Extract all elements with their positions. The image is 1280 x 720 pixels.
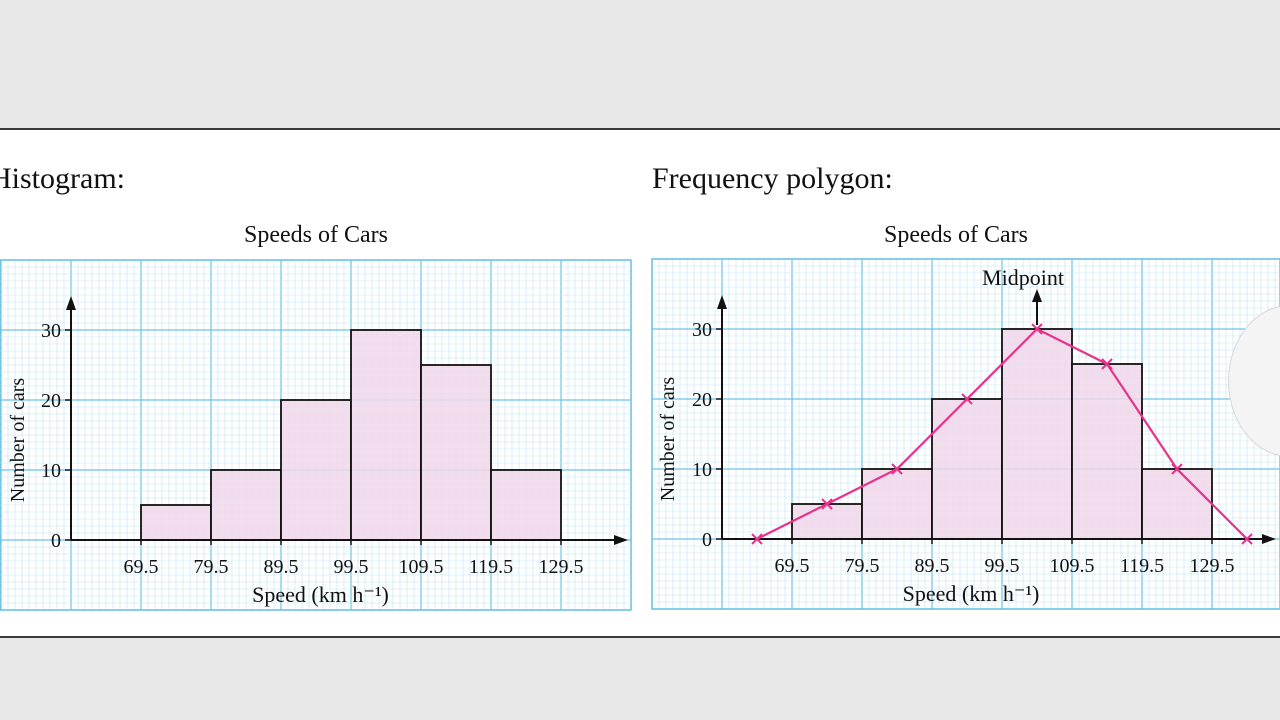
x-tick-label: 129.5 [539,556,584,578]
histogram-bar [490,469,562,541]
x-tick-label: 99.5 [334,556,369,578]
y-tick-label: 10 [692,459,712,481]
x-tick-label: 79.5 [845,555,880,577]
y-tick-label: 0 [51,530,61,552]
y-axis-label: Number of cars [7,378,29,503]
y-tick-label: 20 [41,390,61,412]
polygon-point-marker [1171,463,1183,475]
x-tick-label: 89.5 [264,556,299,578]
y-tick-label: 20 [692,389,712,411]
histogram-bar [1141,468,1213,540]
polygon-point-marker [1101,358,1113,370]
histogram-chart: 0 10 20 30 69.5 79.5 89.5 99.5 109.5 119.5 129.5 Sp… [0,259,632,611]
x-axis-arrow [1262,534,1276,544]
x-tick-label: 119.5 [469,556,513,578]
marker-stroke [891,463,903,475]
polygon-point-marker [1031,323,1043,335]
histogram-bar [1001,328,1073,540]
histogram-bar [140,504,212,541]
marker-stroke [751,533,763,545]
polygon-point-marker [961,393,973,405]
histogram-bar [350,329,422,541]
x-tick-label: 69.5 [124,556,159,578]
marker-stroke [821,498,833,510]
marker-stroke [961,393,973,405]
polygon-point-marker [821,498,833,510]
polygon-title: Speeds of Cars [884,222,1028,248]
polygon-point-marker [1241,533,1253,545]
frequency-polygon-chart: 0 10 20 30 69.5 79.5 89.5 99.5 109.5 119.5 129.5 Sp… [651,258,1280,610]
x-tick-label: 119.5 [1120,555,1164,577]
y-tick-label: 30 [41,320,61,342]
histogram-bar [931,398,1003,540]
x-tick-label: 89.5 [915,555,950,577]
y-tick-label: 10 [41,460,61,482]
histogram-bar [1071,363,1143,540]
polygon-point-marker [891,463,903,475]
histogram-bar [420,364,492,541]
histogram-bar [791,503,863,540]
y-tick-label: 0 [702,529,712,551]
marker-stroke [1101,358,1113,370]
histogram-bar [280,399,352,541]
x-tick-label: 109.5 [1050,555,1095,577]
histogram-heading: Histogram: [0,162,125,195]
x-tick-label: 69.5 [775,555,810,577]
marker-stroke [1241,533,1253,545]
x-axis-label: Speed (km h⁻¹) [252,582,389,607]
midpoint-label: Midpoint [982,265,1064,290]
x-axis-arrow [614,535,628,545]
histogram-bar [210,469,282,541]
x-axis-label: Speed (km h⁻¹) [903,581,1040,606]
frequency-polygon-line [756,327,1248,540]
y-axis-label: Number of cars [657,377,679,502]
y-axis-arrow [717,295,727,309]
midpoint-arrow-head [1032,289,1042,302]
x-tick-label: 109.5 [399,556,444,578]
marker-stroke [1171,463,1183,475]
frequency-polygon-heading: Frequency polygon: [652,162,893,195]
x-tick-label: 99.5 [985,555,1020,577]
histogram-title: Speeds of Cars [244,222,388,248]
x-tick-label: 79.5 [194,556,229,578]
histogram-bar [861,468,933,540]
polygon-point-marker [751,533,763,545]
y-axis-arrow [66,296,76,310]
y-tick-label: 30 [692,319,712,341]
x-tick-label: 129.5 [1190,555,1235,577]
marker-stroke [1031,323,1043,335]
